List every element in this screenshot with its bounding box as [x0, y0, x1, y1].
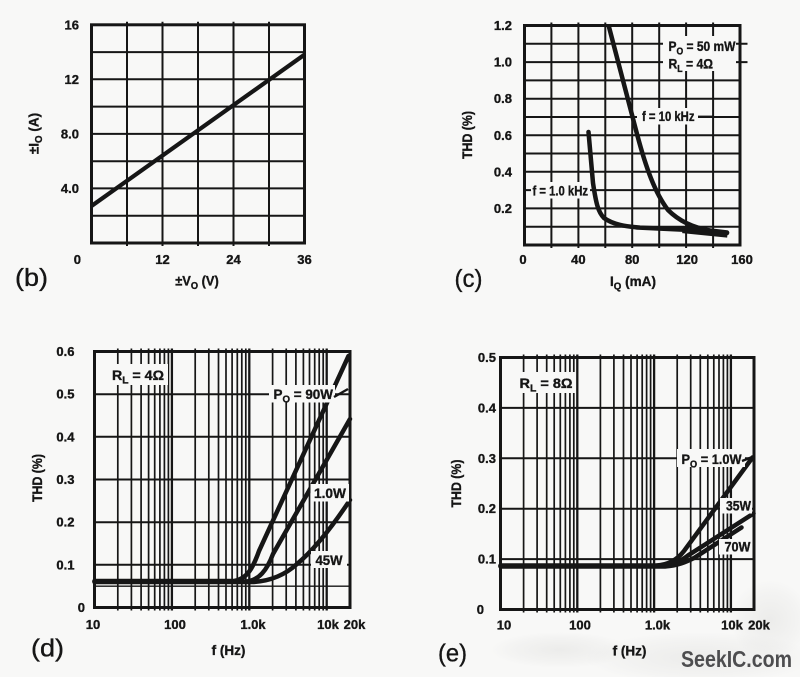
svg-text:0.2: 0.2 — [494, 201, 512, 216]
svg-text:f (Hz): f (Hz) — [212, 643, 246, 658]
svg-text:IQ (mA): IQ (mA) — [610, 274, 656, 293]
svg-text:10k: 10k — [317, 617, 339, 632]
svg-text:35W: 35W — [726, 499, 751, 514]
svg-text:160: 160 — [731, 252, 753, 267]
svg-text:PO = 1.0W: PO = 1.0W — [682, 452, 742, 471]
svg-text:0.6: 0.6 — [56, 344, 74, 359]
svg-text:(e): (e) — [438, 640, 467, 668]
svg-text:0.5: 0.5 — [478, 350, 496, 365]
svg-text:THD (%): THD (%) — [449, 460, 464, 508]
svg-text:0.6: 0.6 — [494, 128, 512, 143]
svg-text:1.2: 1.2 — [494, 18, 512, 33]
svg-text:0.1: 0.1 — [478, 552, 496, 567]
svg-text:20k: 20k — [344, 617, 366, 632]
svg-text:120: 120 — [676, 252, 698, 267]
svg-text:0.3: 0.3 — [478, 451, 496, 466]
svg-text:f = 1.0 kHz: f = 1.0 kHz — [533, 184, 589, 199]
svg-text:f = 10 kHz: f = 10 kHz — [642, 109, 695, 124]
svg-text:36: 36 — [297, 252, 311, 267]
svg-text:24: 24 — [226, 252, 241, 267]
svg-text:100: 100 — [569, 618, 591, 633]
svg-text:0: 0 — [74, 252, 81, 267]
svg-text:80: 80 — [625, 252, 639, 267]
svg-text:SeekIC.com: SeekIC.com — [681, 646, 792, 672]
svg-text:THD (%): THD (%) — [460, 111, 475, 159]
svg-text:0: 0 — [519, 252, 526, 267]
svg-text:12: 12 — [155, 252, 169, 267]
svg-text:0: 0 — [477, 602, 484, 617]
svg-text:1.0k: 1.0k — [240, 617, 266, 632]
svg-text:±VO (V): ±VO (V) — [175, 274, 219, 293]
svg-text:45W: 45W — [316, 553, 343, 568]
svg-text:f (Hz): f (Hz) — [613, 644, 647, 659]
svg-text:100: 100 — [164, 617, 186, 632]
svg-text:0.2: 0.2 — [56, 515, 74, 530]
svg-text:16: 16 — [65, 17, 79, 32]
svg-text:(c): (c) — [455, 265, 483, 293]
svg-text:0.8: 0.8 — [494, 91, 512, 106]
svg-text:RL = 4Ω: RL = 4Ω — [669, 57, 714, 76]
svg-text:8.0: 8.0 — [61, 126, 79, 141]
svg-text:40: 40 — [571, 252, 585, 267]
svg-text:0: 0 — [78, 600, 85, 615]
svg-text:4.0: 4.0 — [61, 181, 79, 196]
svg-text:70W: 70W — [725, 540, 751, 555]
svg-text:0.5: 0.5 — [56, 387, 74, 402]
svg-text:(b): (b) — [15, 264, 48, 292]
svg-text:1.0: 1.0 — [494, 55, 512, 70]
svg-text:10k: 10k — [721, 618, 743, 633]
svg-text:0.1: 0.1 — [56, 557, 74, 572]
svg-text:±IO (A): ±IO (A) — [26, 113, 45, 154]
svg-text:0.4: 0.4 — [478, 400, 497, 415]
svg-text:0.4: 0.4 — [56, 429, 75, 444]
svg-text:0.2: 0.2 — [478, 501, 496, 516]
svg-text:12: 12 — [65, 72, 79, 87]
svg-text:0.4: 0.4 — [494, 164, 513, 179]
svg-text:10: 10 — [86, 617, 100, 632]
svg-text:20k: 20k — [748, 618, 770, 633]
svg-text:0.3: 0.3 — [56, 472, 74, 487]
svg-text:10: 10 — [497, 618, 511, 633]
svg-text:(d): (d) — [31, 635, 64, 663]
svg-text:1.0k: 1.0k — [645, 618, 671, 633]
svg-text:THD (%): THD (%) — [30, 454, 45, 502]
svg-text:PO = 50 mW: PO = 50 mW — [669, 39, 736, 58]
svg-text:1.0W: 1.0W — [314, 486, 346, 501]
